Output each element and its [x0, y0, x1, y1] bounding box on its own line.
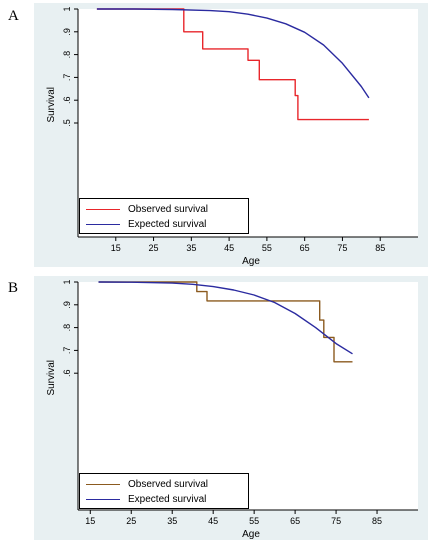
x-tick-label: 35	[186, 243, 196, 253]
x-tick-label: 55	[262, 243, 272, 253]
y-tick-label: 1	[62, 279, 72, 284]
y-tick-label: 1	[62, 6, 72, 11]
x-tick-label: 85	[375, 243, 385, 253]
legend-item-observed: Observed survival	[86, 202, 208, 216]
y-tick-label: .8	[62, 324, 72, 332]
series-line-observed	[98, 281, 353, 363]
y-tick-label: .9	[62, 301, 72, 309]
chart-panel-a: .5 .6 .7 .8 .9 1 15 25 35 45 55 65 75 85 Age Survival O…	[34, 3, 428, 267]
y-tick-label: .5	[62, 119, 72, 127]
legend-label-expected: Expected survival	[128, 218, 207, 230]
y-axis-title: Survival	[46, 360, 57, 396]
legend-item-expected: Expected survival	[86, 492, 206, 506]
legend-item-observed: Observed survival	[86, 477, 208, 491]
y-tick-label: .8	[62, 51, 72, 59]
x-tick-label: 45	[208, 516, 218, 526]
plot-area-b	[78, 282, 418, 510]
chart-panel-b: .6 .7 .8 .9 1 15 25 35 45 55 65 75 85 Age Survival Obs…	[34, 276, 428, 540]
legend-b: Observed survival Expected survival	[79, 473, 249, 509]
legend-swatch-observed	[86, 208, 120, 210]
x-tick-label: 65	[300, 243, 310, 253]
x-tick-label: 15	[111, 243, 121, 253]
legend-label-observed: Observed survival	[128, 203, 209, 215]
x-tick-label: 25	[149, 243, 159, 253]
panel-letter-a: A	[8, 8, 19, 24]
x-tick-label: 35	[167, 516, 177, 526]
legend-a: Observed survival Expected survival	[79, 198, 249, 234]
x-tick-label: 45	[224, 243, 234, 253]
legend-swatch-expected	[86, 498, 120, 500]
x-tick-label: 15	[85, 516, 95, 526]
x-axis-title: Age	[242, 256, 260, 267]
y-axis-title: Survival	[46, 87, 57, 123]
x-tick-label: 75	[331, 516, 341, 526]
x-tick-label: 55	[249, 516, 259, 526]
x-axis-title: Age	[242, 529, 260, 540]
legend-swatch-expected	[86, 223, 120, 225]
y-tick-label: .6	[62, 369, 72, 377]
y-tick-label: .7	[62, 347, 72, 355]
x-tick-label: 25	[126, 516, 136, 526]
legend-label-observed: Observed survival	[128, 478, 209, 490]
y-tick-label: .6	[62, 96, 72, 104]
series-line-expected	[96, 8, 370, 99]
y-tick-label: .7	[62, 74, 72, 82]
x-tick-label: 65	[290, 516, 300, 526]
x-tick-label: 75	[337, 243, 347, 253]
chart-svg-b: .6 .7 .8 .9 1 15 25 35 45 55 65 75 85 Age Survival	[46, 279, 418, 540]
series-line-observed	[96, 8, 369, 121]
chart-svg-a: .5 .6 .7 .8 .9 1 15 25 35 45 55 65 75 85 Age Survival	[46, 6, 418, 267]
legend-label-expected: Expected survival	[128, 493, 207, 505]
panel-letter-b: B	[8, 280, 19, 296]
legend-item-expected: Expected survival	[86, 217, 206, 231]
legend-swatch-observed	[86, 483, 120, 485]
x-tick-label: 85	[372, 516, 382, 526]
y-tick-label: .9	[62, 28, 72, 36]
series-line-expected	[98, 281, 353, 355]
